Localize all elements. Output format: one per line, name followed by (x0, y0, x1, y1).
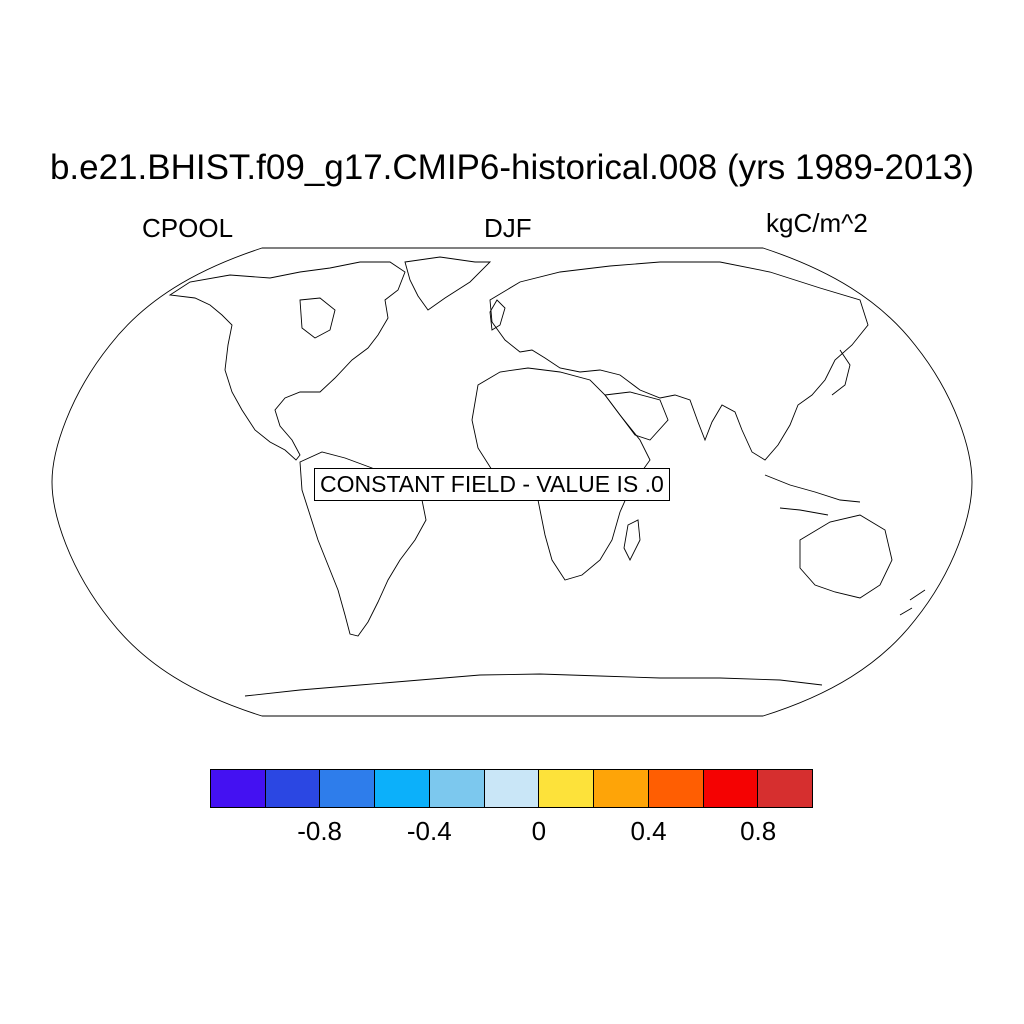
coastline-madagascar (623, 519, 641, 562)
coastline-greenland (404, 256, 492, 311)
coastline-antarctica (244, 673, 823, 697)
colorbar-box (429, 770, 485, 807)
variable-label: CPOOL (142, 213, 234, 243)
colorbar-box (648, 770, 704, 807)
colorbar-box (539, 770, 595, 807)
coastline-new-zealand (899, 589, 926, 616)
coastline-north-america (168, 261, 406, 461)
coastline-europe-asia (489, 261, 869, 461)
colorbar-box (703, 770, 759, 807)
colorbar-tick-label: 0.4 (630, 816, 667, 846)
colorbar-box (211, 770, 266, 807)
coastline-australia (799, 514, 893, 599)
colorbar-box (320, 770, 376, 807)
colorbar-box (375, 770, 430, 807)
season-label: DJF (484, 213, 532, 243)
colorbar-box (594, 770, 649, 807)
constant-field-notice: CONSTANT FIELD - VALUE IS .0 (314, 468, 670, 501)
units-label: kgC/m^2 (766, 208, 868, 238)
colorbar-tick-label: -0.8 (297, 816, 343, 846)
coastline-uk (489, 299, 506, 331)
colorbar-tick-label: -0.4 (406, 816, 452, 846)
coastline-japan (831, 349, 851, 396)
colorbar-box (484, 770, 540, 807)
colorbar-box (265, 770, 321, 807)
map-boundary (51, 247, 973, 717)
coastline-arabia (604, 391, 669, 441)
colorbar-tick-label: 0 (531, 816, 547, 846)
colorbar-box (758, 770, 813, 807)
plot-title: b.e21.BHIST.f09_g17.CMIP6-historical.008… (49, 148, 975, 187)
colorbar (210, 769, 813, 808)
coastline-hudson-bay (299, 297, 336, 339)
coastline-indonesia (764, 474, 861, 516)
colorbar-tick-label: 0.8 (740, 816, 777, 846)
